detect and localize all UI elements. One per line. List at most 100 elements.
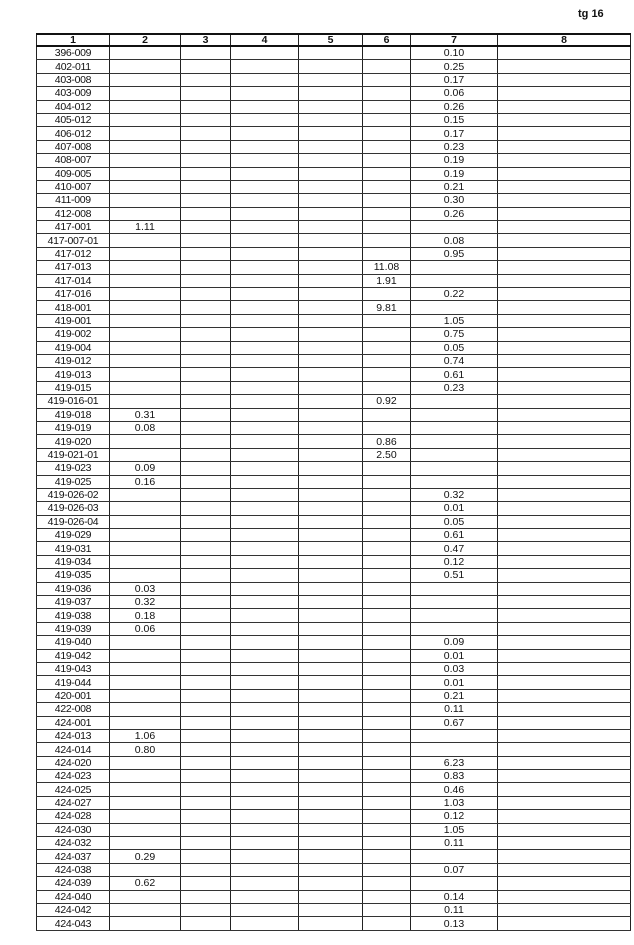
table-row: 419-026-04 0.05 — [36, 514, 631, 530]
cell-col-5 — [298, 688, 363, 704]
table-row: 417-007-01 0.08 — [36, 233, 631, 248]
cell-col-6: 2.50 — [362, 447, 411, 463]
cell-col-7 — [410, 434, 498, 449]
cell-col-4 — [230, 193, 299, 208]
cell-col-1: 419-016-01 — [36, 394, 110, 409]
cell-col-4 — [230, 514, 299, 530]
cell-col-7 — [410, 474, 498, 489]
cell-col-2 — [109, 394, 181, 409]
cell-col-7: 0.01 — [410, 648, 498, 663]
cell-col-7 — [410, 621, 498, 637]
cell-col-7: 0.08 — [410, 233, 498, 248]
cell-col-6 — [362, 836, 411, 851]
cell-col-1: 419-025 — [36, 474, 110, 489]
cell-col-7: 0.03 — [410, 661, 498, 677]
cell-col-7: 0.05 — [410, 340, 498, 355]
cell-col-8 — [497, 220, 631, 235]
cell-col-7 — [410, 407, 498, 422]
cell-col-3 — [180, 648, 231, 663]
cell-col-5 — [298, 755, 363, 771]
cell-col-4 — [230, 822, 299, 838]
cell-col-3 — [180, 581, 231, 597]
cell-col-8 — [497, 246, 631, 262]
cell-col-6 — [362, 193, 411, 208]
cell-col-1: 419-029 — [36, 528, 110, 543]
cell-col-1: 419-021-01 — [36, 447, 110, 463]
cell-col-4 — [230, 300, 299, 315]
cell-col-5 — [298, 902, 363, 918]
cell-col-4 — [230, 902, 299, 918]
cell-col-4 — [230, 702, 299, 717]
cell-col-1: 424-042 — [36, 902, 110, 918]
cell-col-8 — [497, 394, 631, 409]
cell-col-4 — [230, 621, 299, 637]
cell-col-2 — [109, 822, 181, 838]
cell-col-7 — [410, 595, 498, 610]
cell-col-8 — [497, 581, 631, 597]
cell-col-5 — [298, 447, 363, 463]
column-header-6: 6 — [362, 33, 411, 47]
cell-col-7: 0.14 — [410, 889, 498, 905]
cell-col-7: 0.01 — [410, 675, 498, 690]
cell-col-2 — [109, 112, 181, 128]
cell-col-3 — [180, 126, 231, 141]
cell-col-7: 1.05 — [410, 822, 498, 838]
cell-col-1: 411-009 — [36, 193, 110, 208]
cell-col-6 — [362, 688, 411, 704]
table-row: 424-040 0.14 — [36, 889, 631, 905]
cell-col-3 — [180, 769, 231, 784]
table-row: 403-009 0.06 — [36, 86, 631, 101]
cell-col-6 — [362, 86, 411, 101]
cell-col-8 — [497, 99, 631, 114]
cell-col-7: 0.19 — [410, 166, 498, 181]
cell-col-3 — [180, 474, 231, 489]
cell-col-1: 419-026-02 — [36, 487, 110, 503]
cell-col-4 — [230, 353, 299, 369]
cell-col-2 — [109, 528, 181, 543]
cell-col-3 — [180, 420, 231, 436]
table-row: 419-042 0.01 — [36, 648, 631, 663]
cell-col-4 — [230, 461, 299, 476]
cell-col-6 — [362, 474, 411, 489]
cell-col-7: 0.11 — [410, 702, 498, 717]
cell-col-6 — [362, 380, 411, 396]
table-row: 419-026-03 0.01 — [36, 501, 631, 516]
cell-col-3 — [180, 313, 231, 329]
cell-col-6 — [362, 139, 411, 155]
cell-col-8 — [497, 822, 631, 838]
cell-col-1: 410-007 — [36, 179, 110, 195]
table-row: 424-039 0.62 — [36, 876, 631, 891]
cell-col-8 — [497, 862, 631, 878]
cell-col-2 — [109, 541, 181, 556]
table-row: 424-030 1.05 — [36, 822, 631, 838]
cell-col-3 — [180, 541, 231, 556]
cell-col-4 — [230, 246, 299, 262]
cell-col-7: 0.67 — [410, 715, 498, 730]
cell-col-3 — [180, 554, 231, 570]
cell-col-5 — [298, 514, 363, 530]
cell-col-6 — [362, 889, 411, 905]
cell-col-5 — [298, 621, 363, 637]
cell-col-2: 1.06 — [109, 728, 181, 744]
cell-col-1: 417-013 — [36, 260, 110, 275]
cell-col-5 — [298, 340, 363, 355]
cell-col-5 — [298, 795, 363, 811]
cell-col-3 — [180, 661, 231, 677]
cell-col-3 — [180, 407, 231, 422]
cell-col-6 — [362, 648, 411, 663]
cell-col-5 — [298, 742, 363, 757]
table-row: 419-026-02 0.32 — [36, 487, 631, 503]
cell-col-7: 0.21 — [410, 179, 498, 195]
cell-col-3 — [180, 380, 231, 396]
cell-col-1: 419-037 — [36, 595, 110, 610]
cell-col-6 — [362, 755, 411, 771]
table-row: 424-038 0.07 — [36, 862, 631, 878]
cell-col-7: 0.17 — [410, 72, 498, 88]
cell-col-2 — [109, 916, 181, 931]
cell-col-4 — [230, 876, 299, 891]
cell-col-3 — [180, 45, 231, 61]
cell-col-7: 0.32 — [410, 487, 498, 503]
cell-col-8 — [497, 661, 631, 677]
cell-col-7: 0.12 — [410, 554, 498, 570]
cell-col-2 — [109, 193, 181, 208]
